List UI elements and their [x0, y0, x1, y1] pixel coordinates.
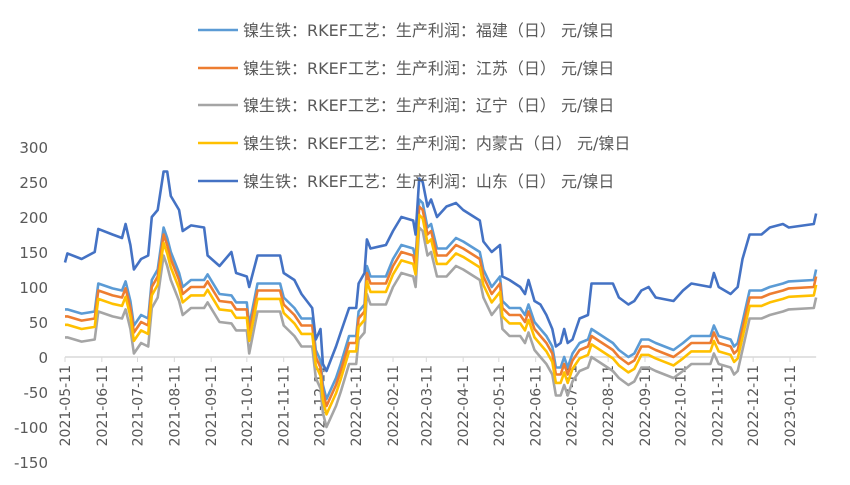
x-tick-label: 2021-07-11	[131, 365, 147, 446]
x-tick-label: 2021-06-11	[95, 365, 111, 446]
y-tick-label: -100	[14, 419, 48, 437]
x-tick-label: 2021-11-11	[277, 365, 293, 446]
x-tick-label: 2022-02-11	[386, 365, 402, 446]
y-tick-label: 50	[29, 314, 48, 332]
legend-label: 镍生铁：RKEF工艺：生产利润：内蒙古（日） 元/镍日	[243, 134, 630, 153]
series-line-3	[65, 213, 818, 416]
legend-label: 镍生铁：RKEF工艺：生产利润：山东（日） 元/镍日	[243, 172, 614, 191]
y-tick-label: 0	[38, 349, 48, 367]
x-tick-label: 2022-08-11	[601, 365, 617, 446]
x-tick-label: 2021-05-11	[58, 365, 74, 446]
legend-label: 镍生铁：RKEF工艺：生产利润：辽宁（日） 元/镍日	[243, 96, 614, 115]
x-tick-label: 2022-04-11	[456, 365, 472, 446]
x-tick-label: 2023-01-11	[783, 365, 799, 446]
x-tick-label: 2022-01-11	[349, 365, 365, 446]
y-tick-label: 300	[19, 139, 48, 157]
y-tick-label: -150	[14, 454, 48, 472]
x-tick-label: 2022-03-11	[419, 365, 435, 446]
x-tick-label: 2021-09-11	[204, 365, 220, 446]
legend-item: 镍生铁：RKEF工艺：生产利润：内蒙古（日） 元/镍日	[198, 134, 630, 153]
x-axis: 2021-05-11 2021-06-11 2021-07-11 2021-08-11…	[58, 356, 817, 446]
series-line-1	[65, 205, 818, 408]
y-tick-label: 150	[19, 244, 48, 262]
legend-item: 镍生铁：RKEF工艺：生产利润：江苏（日） 元/镍日	[198, 59, 614, 78]
series-line-2	[65, 226, 818, 429]
y-tick-label: -50	[24, 384, 49, 402]
x-tick-label: 2022-05-11	[492, 365, 508, 446]
x-tick-label: 2022-12-11	[746, 365, 762, 446]
x-tick-label: 2021-10-11	[240, 365, 256, 446]
x-tick-label: 2021-12-11	[312, 365, 328, 446]
legend-label: 镍生铁：RKEF工艺：生产利润：福建（日） 元/镍日	[243, 21, 614, 40]
x-tick-label: 2022-09-11	[638, 365, 654, 446]
legend: 镍生铁：RKEF工艺：生产利润：福建（日） 元/镍日镍生铁：RKEF工艺：生产利…	[198, 21, 630, 191]
y-tick-label: 100	[19, 279, 48, 297]
x-tick-label: 2022-11-11	[711, 365, 727, 446]
series-line-4	[63, 170, 818, 373]
legend-label: 镍生铁：RKEF工艺：生产利润：江苏（日） 元/镍日	[243, 59, 614, 78]
legend-item: 镍生铁：RKEF工艺：生产利润：山东（日） 元/镍日	[198, 172, 614, 191]
x-tick-label: 2022-07-11	[564, 365, 580, 446]
x-tick-label: 2022-10-11	[674, 365, 690, 446]
y-tick-label: 200	[19, 209, 48, 227]
x-tick-label: 2022-06-11	[529, 365, 545, 446]
series-line-0	[65, 198, 818, 401]
legend-item: 镍生铁：RKEF工艺：生产利润：福建（日） 元/镍日	[198, 21, 614, 40]
y-axis: 300 250 200 150 100 50 0 -50 -100 -150	[14, 139, 48, 472]
series-lines	[63, 170, 818, 429]
y-tick-label: 250	[19, 174, 48, 192]
x-tick-label: 2021-08-11	[167, 365, 183, 446]
legend-item: 镍生铁：RKEF工艺：生产利润：辽宁（日） 元/镍日	[198, 96, 614, 115]
